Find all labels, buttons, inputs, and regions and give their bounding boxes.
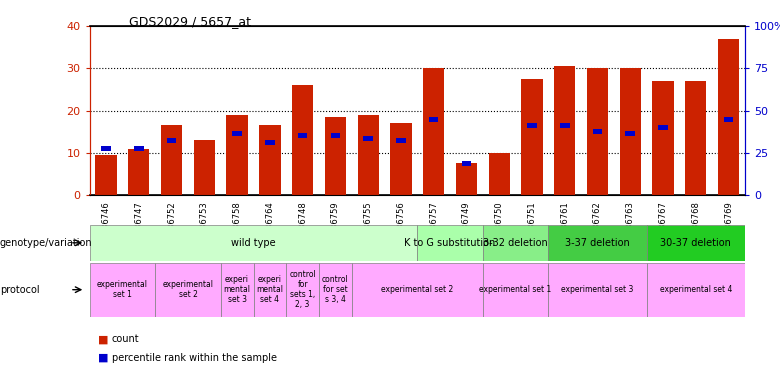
Bar xyxy=(128,148,150,195)
Text: genotype/variation: genotype/variation xyxy=(0,238,93,248)
Bar xyxy=(587,68,608,195)
Bar xyxy=(647,225,745,261)
Text: experi
mental
set 4: experi mental set 4 xyxy=(257,275,283,304)
Bar xyxy=(155,262,221,317)
Bar xyxy=(593,129,602,134)
Bar xyxy=(259,125,281,195)
Text: percentile rank within the sample: percentile rank within the sample xyxy=(112,353,277,363)
Bar xyxy=(718,39,739,195)
Bar xyxy=(417,225,483,261)
Bar xyxy=(658,125,668,130)
Bar xyxy=(363,135,373,141)
Bar xyxy=(298,134,307,138)
Bar xyxy=(95,155,117,195)
Text: K to G substitution: K to G substitution xyxy=(405,238,495,248)
Bar xyxy=(134,146,144,151)
Bar xyxy=(286,262,319,317)
Text: experimental set 3: experimental set 3 xyxy=(562,285,633,294)
Bar xyxy=(647,262,745,317)
Text: control
for
sets 1,
2, 3: control for sets 1, 2, 3 xyxy=(289,270,316,309)
Bar xyxy=(548,225,647,261)
Bar xyxy=(554,66,576,195)
Text: protocol: protocol xyxy=(0,285,40,295)
Bar xyxy=(226,115,248,195)
Text: GDS2029 / 5657_at: GDS2029 / 5657_at xyxy=(129,15,250,28)
Bar xyxy=(254,262,286,317)
Bar xyxy=(331,134,340,138)
Text: experimental
set 1: experimental set 1 xyxy=(97,280,148,299)
Text: 30-37 deletion: 30-37 deletion xyxy=(661,238,731,248)
Bar xyxy=(167,138,176,143)
Text: experimental set 4: experimental set 4 xyxy=(660,285,732,294)
Bar xyxy=(90,225,417,261)
Bar xyxy=(396,138,406,143)
Bar xyxy=(527,123,537,128)
Text: experi
mental
set 3: experi mental set 3 xyxy=(224,275,250,304)
Bar xyxy=(483,225,548,261)
Text: ■: ■ xyxy=(98,353,108,363)
Bar xyxy=(483,262,548,317)
Bar xyxy=(352,262,483,317)
Bar xyxy=(161,125,183,195)
Text: experimental
set 2: experimental set 2 xyxy=(162,280,214,299)
Bar xyxy=(560,123,569,128)
Text: 3-32 deletion: 3-32 deletion xyxy=(483,238,548,248)
Bar xyxy=(292,86,314,195)
Bar xyxy=(521,79,543,195)
Text: 3-37 deletion: 3-37 deletion xyxy=(565,238,630,248)
Bar xyxy=(390,123,412,195)
Bar xyxy=(462,161,471,166)
Bar xyxy=(324,117,346,195)
Bar xyxy=(319,262,352,317)
Bar xyxy=(488,153,510,195)
Bar xyxy=(685,81,707,195)
Bar xyxy=(101,146,111,151)
Bar xyxy=(429,117,438,122)
Text: experimental set 1: experimental set 1 xyxy=(480,285,551,294)
Text: control
for set
s 3, 4: control for set s 3, 4 xyxy=(322,275,349,304)
Bar xyxy=(724,117,733,122)
Bar xyxy=(423,68,445,195)
Bar xyxy=(619,68,641,195)
Bar xyxy=(357,115,379,195)
Text: wild type: wild type xyxy=(231,238,276,248)
Bar xyxy=(265,140,275,145)
Bar xyxy=(232,131,242,136)
Bar xyxy=(221,262,254,317)
Bar xyxy=(193,140,215,195)
Bar xyxy=(652,81,674,195)
Text: experimental set 2: experimental set 2 xyxy=(381,285,453,294)
Bar xyxy=(626,131,635,136)
Text: ■: ■ xyxy=(98,334,108,344)
Bar xyxy=(548,262,647,317)
Bar xyxy=(90,262,155,317)
Bar xyxy=(456,164,477,195)
Text: count: count xyxy=(112,334,139,344)
